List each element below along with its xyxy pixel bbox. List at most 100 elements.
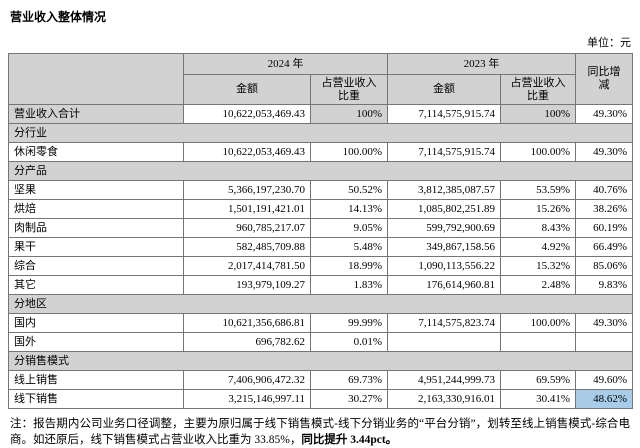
pct-2023-cell: 53.59% [500, 180, 576, 200]
amount-2024-cell: 193,979,109.27 [183, 275, 311, 295]
amount-2024-cell: 5,366,197,230.70 [183, 180, 311, 200]
row-label: 营业收入合计 [8, 104, 184, 124]
amount-2023-cell [387, 332, 501, 352]
yoy-cell: 49.60% [575, 370, 633, 390]
row-label: 国外 [8, 332, 184, 352]
yoy-cell: 9.83% [575, 275, 633, 295]
yoy-cell: 48.62% [575, 389, 633, 409]
pct-2023-cell: 100% [500, 104, 576, 124]
amount-2023-cell: 349,867,158.56 [387, 237, 501, 257]
yoy-cell: 49.30% [575, 104, 633, 124]
section-label: 分产品 [8, 161, 633, 181]
table-row: 果干 582,485,709.88 5.48% 349,867,158.56 4.92%… [8, 237, 633, 257]
header-year-2023: 2023 年 [387, 53, 576, 75]
row-label: 烘焙 [8, 199, 184, 219]
yoy-cell: 49.30% [575, 142, 633, 162]
pct-2023-cell: 100.00% [500, 142, 576, 162]
amount-2023-cell: 7,114,575,915.74 [387, 104, 501, 124]
amount-2023-cell: 7,114,575,915.74 [387, 142, 501, 162]
yoy-cell: 85.06% [575, 256, 633, 276]
header-row-years: 2024 年 2023 年 同比增 减 [8, 53, 633, 105]
section-row: 分行业 [8, 123, 633, 143]
yoy-cell: 49.30% [575, 313, 633, 333]
pct-2024-cell: 30.27% [310, 389, 388, 409]
pct-2024-cell: 14.13% [310, 199, 388, 219]
row-label: 休闲零食 [8, 142, 184, 162]
amount-2024-cell: 582,485,709.88 [183, 237, 311, 257]
revenue-table: 2024 年 2023 年 同比增 减 金额 占营业收入 比重 金额 占营业收入… [8, 53, 633, 409]
section-row: 分销售模式 [8, 351, 633, 371]
table-header: 2024 年 2023 年 同比增 减 金额 占营业收入 比重 金额 占营业收入… [8, 53, 633, 105]
table-row: 肉制品 960,785,217.07 9.05% 599,792,900.69 8.43… [8, 218, 633, 238]
pct-2023-cell: 4.92% [500, 237, 576, 257]
pct-2023-cell: 100.00% [500, 313, 576, 333]
yoy-cell: 40.76% [575, 180, 633, 200]
header-corner-cell [8, 53, 184, 105]
table-row: 综合 2,017,414,781.50 18.99% 1,090,113,556.22… [8, 256, 633, 276]
table-row: 线下销售 3,215,146,997.11 30.27% 2,163,330,916.… [8, 389, 633, 409]
pct-2023-cell: 8.43% [500, 218, 576, 238]
yoy-cell [575, 332, 633, 352]
pct-2024-cell: 5.48% [310, 237, 388, 257]
pct-2023-cell: 2.48% [500, 275, 576, 295]
header-year-2024: 2024 年 [183, 53, 388, 75]
table-row: 其它 193,979,109.27 1.83% 176,614,960.81 2.48%… [8, 275, 633, 295]
page-title: 营业收入整体情况 [10, 10, 107, 24]
header-row-metrics: 金额 占营业收入 比重 金额 占营业收入 比重 [9, 74, 633, 105]
pct-2023-cell [500, 332, 576, 352]
amount-2024-cell: 1,501,191,421.01 [183, 199, 311, 219]
yoy-cell: 38.26% [575, 199, 633, 219]
header-amount-2024: 金额 [183, 74, 311, 105]
yoy-cell: 60.19% [575, 218, 633, 238]
header-pct-2023: 占营业收入 比重 [500, 74, 576, 105]
table-row: 国内 10,621,356,686.81 99.99% 7,114,575,823.7… [8, 313, 633, 333]
section-label: 分地区 [8, 294, 633, 314]
row-label: 其它 [8, 275, 184, 295]
section-label: 分销售模式 [8, 351, 633, 371]
row-label: 肉制品 [8, 218, 184, 238]
table-row: 营业收入合计 10,622,053,469.43 100% 7,114,575,915… [8, 104, 633, 124]
pct-2023-cell: 15.32% [500, 256, 576, 276]
row-label: 线下销售 [8, 389, 184, 409]
amount-2024-cell: 2,017,414,781.50 [183, 256, 311, 276]
header-amount-2023: 金额 [387, 74, 501, 105]
pct-2024-cell: 1.83% [310, 275, 388, 295]
row-label: 线上销售 [8, 370, 184, 390]
amount-2023-cell: 599,792,900.69 [387, 218, 501, 238]
pct-2024-cell: 99.99% [310, 313, 388, 333]
amount-2023-cell: 7,114,575,823.74 [387, 313, 501, 333]
amount-2023-cell: 1,085,802,251.89 [387, 199, 501, 219]
header-pct-2024: 占营业收入 比重 [310, 74, 388, 105]
pct-2024-cell: 100% [310, 104, 388, 124]
yoy-cell: 66.49% [575, 237, 633, 257]
amount-2023-cell: 3,812,385,087.57 [387, 180, 501, 200]
footnote-bold-text: 同比提升 3.44pct。 [301, 434, 398, 446]
pct-2024-cell: 0.01% [310, 332, 388, 352]
row-label: 果干 [8, 237, 184, 257]
table-row: 烘焙 1,501,191,421.01 14.13% 1,085,802,251.89… [8, 199, 633, 219]
table-row: 休闲零食 10,622,053,469.43 100.00% 7,114,575,91… [8, 142, 633, 162]
row-label: 综合 [8, 256, 184, 276]
unit-label: 单位：元 [587, 37, 631, 49]
row-label: 坚果 [8, 180, 184, 200]
pct-2023-cell: 15.26% [500, 199, 576, 219]
pct-2024-cell: 50.52% [310, 180, 388, 200]
amount-2023-cell: 4,951,244,999.73 [387, 370, 501, 390]
table-row: 线上销售 7,406,906,472.32 69.73% 4,951,244,999.… [8, 370, 633, 390]
table-body: 营业收入合计 10,622,053,469.43 100% 7,114,575,915… [8, 104, 633, 409]
amount-2023-cell: 2,163,330,916.01 [387, 389, 501, 409]
pct-2024-cell: 9.05% [310, 218, 388, 238]
amount-2024-cell: 696,782.62 [183, 332, 311, 352]
row-label: 国内 [8, 313, 184, 333]
table-row: 国外 696,782.62 0.01% [8, 332, 633, 352]
amount-2024-cell: 10,622,053,469.43 [183, 104, 311, 124]
pct-2023-cell: 30.41% [500, 389, 576, 409]
amount-2023-cell: 176,614,960.81 [387, 275, 501, 295]
pct-2024-cell: 18.99% [310, 256, 388, 276]
section-row: 分产品 [8, 161, 633, 181]
amount-2024-cell: 10,621,356,686.81 [183, 313, 311, 333]
header-yoy-change: 同比增 减 [575, 53, 633, 105]
pct-2024-cell: 100.00% [310, 142, 388, 162]
table-row: 坚果 5,366,197,230.70 50.52% 3,812,385,087.57… [8, 180, 633, 200]
section-label: 分行业 [8, 123, 633, 143]
